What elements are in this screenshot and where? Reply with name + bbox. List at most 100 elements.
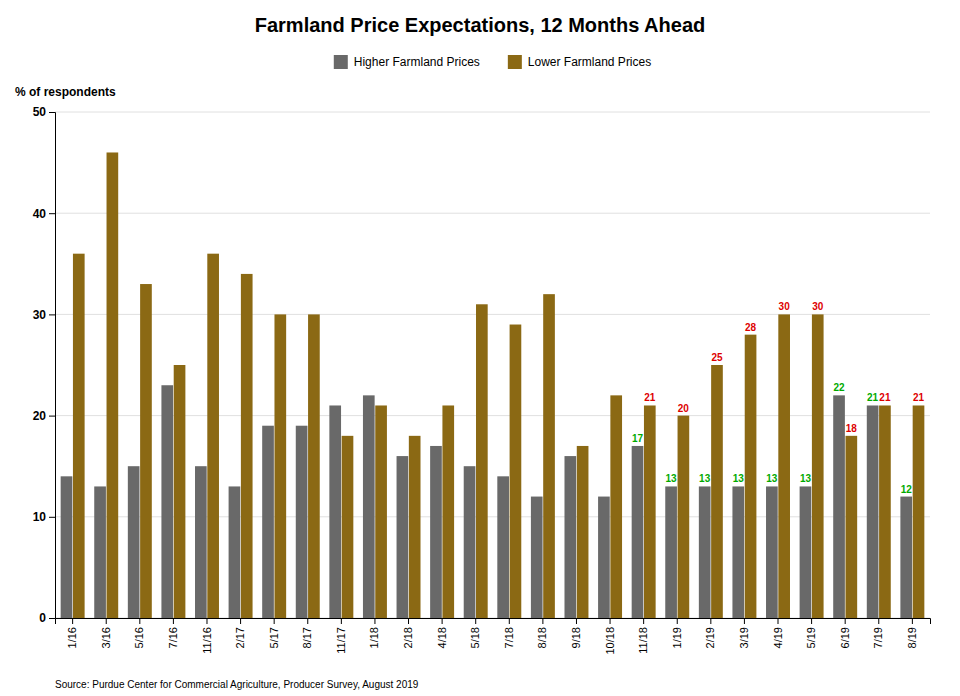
tick-mark [307,618,308,624]
tick-mark [139,618,140,624]
tick: 10/18 [604,618,616,655]
bar [140,284,152,618]
bar [397,456,409,618]
data-label: 21 [867,392,879,403]
grid-line [55,516,930,517]
tick-label: 0 [39,611,46,625]
tick-label: 7/18 [503,627,515,648]
grid-line [55,112,930,113]
tick: 3/16 [100,618,112,648]
tick-label: 5/17 [268,627,280,648]
tick-mark [49,112,55,113]
bar [879,405,891,618]
tick: 11/16 [201,618,213,654]
tick-label: 5/19 [805,627,817,648]
bar [497,476,509,618]
bar [107,152,119,618]
tick-mark [49,517,55,518]
grid-line [55,213,930,214]
bar [375,405,387,618]
tick: 11/17 [335,618,347,654]
bar [342,436,354,618]
bar [274,314,286,618]
tick-label: 7/19 [872,627,884,648]
tick-mark [341,618,342,624]
tick: 1/19 [671,618,683,648]
tick-mark [49,213,55,214]
bar [766,486,778,618]
grid-line [55,314,930,315]
tick-mark [374,618,375,624]
bar [61,476,73,618]
tick-mark [274,618,275,624]
data-label: 13 [666,473,678,484]
tick-label: 9/18 [570,627,582,648]
tick-mark [710,618,711,624]
tick: 11/18 [637,618,649,654]
tick: 5/17 [268,618,280,648]
tick-label: 2/17 [234,627,246,648]
data-label: 20 [678,403,690,414]
bar [577,446,589,618]
tick: 3/19 [738,618,750,648]
tick-label: 2/19 [704,627,716,648]
bars [61,152,925,618]
tick-mark [442,618,443,624]
data-label: 13 [733,473,745,484]
bar [598,497,610,618]
legend-item: Lower Farmland Prices [508,55,651,69]
tick-mark [49,618,55,619]
tick: 40 [33,207,55,221]
bar [778,314,790,618]
tick: 4/19 [772,618,784,648]
tick-label: 1/18 [368,627,380,648]
data-label: 13 [699,473,711,484]
tick-mark [49,314,55,315]
tick-label: 6/19 [839,627,851,648]
tick-mark [778,618,779,624]
bar [409,436,421,618]
data-label: 30 [779,301,791,312]
y-axis: 01020304050 [33,105,56,625]
data-label: 28 [745,322,757,333]
tick: 2/19 [704,618,716,648]
title: Farmland Price Expectations, 12 Months A… [255,14,706,36]
data-label: 21 [913,392,925,403]
bar [262,426,274,618]
tick-mark [542,618,543,624]
tick-label: 2/18 [402,627,414,648]
bar [711,365,723,618]
tick: 5/18 [469,618,481,648]
data-label: 13 [800,473,812,484]
bar [644,405,656,618]
bar [329,405,341,618]
tick-label: 50 [33,105,47,119]
x-axis: 1/163/165/167/1611/162/175/178/1711/171/… [56,618,931,655]
tick-label: 11/18 [637,627,649,654]
tick-label: 11/16 [201,627,213,654]
axis-title: % of respondents [15,85,116,99]
tick: 8/19 [906,618,918,648]
tick-label: 10 [33,510,47,524]
bar [229,486,241,618]
grid [55,112,930,618]
bar [531,497,543,618]
tick: 10 [33,510,55,524]
tick-label: 8/18 [536,627,548,648]
tick-label: 1/16 [66,627,78,648]
data-label: 30 [812,301,824,312]
tick-label: 4/18 [436,627,448,648]
tick: 2/17 [234,618,246,648]
bar [833,395,845,618]
bar [73,254,85,618]
axis-line [49,113,56,619]
data-label: 17 [632,433,644,444]
tick: 50 [33,105,55,119]
legend-item: Higher Farmland Prices [334,55,480,69]
tick-label: 3/16 [100,627,112,648]
tick: 4/18 [436,618,448,648]
chart: 010203040501/163/165/167/1611/162/175/17… [0,0,960,696]
data-label: 13 [766,473,778,484]
tick-mark [811,618,812,624]
bar [510,325,522,618]
